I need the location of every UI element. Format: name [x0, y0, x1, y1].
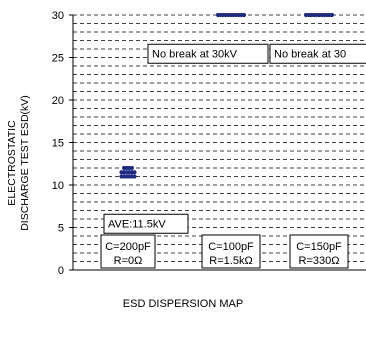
data-point	[241, 12, 247, 18]
y-tick-label: 20	[52, 95, 64, 107]
y-axis-title-line2: DISCHARGE TEST ESD(kV)	[19, 95, 31, 231]
category-label-box	[289, 234, 349, 269]
y-tick-label: 5	[58, 223, 64, 235]
y-tick-label: 10	[52, 180, 64, 192]
data-point	[129, 165, 134, 171]
data-point	[329, 12, 335, 18]
annotation-box	[269, 43, 366, 64]
category-label-line2: R=330Ω	[299, 255, 340, 267]
y-tick-label: 25	[52, 53, 64, 65]
category-label-box	[201, 234, 261, 269]
category-label-line2: R=1.5kΩ	[209, 255, 252, 267]
annotation-box	[103, 213, 189, 234]
y-tick-label: 30	[52, 10, 64, 22]
y-tick-label: 0	[58, 265, 64, 277]
annotation-text: No break at 30	[274, 48, 346, 60]
annotation-text: No break at 30kV	[152, 48, 238, 60]
category-label-box	[100, 234, 156, 269]
data-point	[132, 170, 137, 175]
category-label-line1: C=200pF	[105, 241, 151, 253]
data-point	[132, 174, 137, 179]
marker-layer	[119, 12, 335, 179]
axis-layer: 0 5 10 15 20 25 30	[52, 10, 366, 277]
category-label-line1: C=100pF	[208, 241, 254, 253]
annotation-box	[147, 43, 269, 64]
annotation-layer: C=200pF R=0Ω C=100pF R=1.5kΩ C=150pF R=330Ω AV…	[100, 43, 366, 269]
category-label-line2: R=0Ω	[114, 255, 143, 267]
category-label-line1: C=150pF	[296, 241, 342, 253]
annotation-text: AVE:11.5kV	[108, 218, 166, 230]
chart-title: ESD DISPERSION MAP	[122, 298, 244, 310]
y-axis-title-line1: ELECTROSTATIC	[6, 120, 18, 206]
y-tick-label: 15	[52, 138, 64, 150]
